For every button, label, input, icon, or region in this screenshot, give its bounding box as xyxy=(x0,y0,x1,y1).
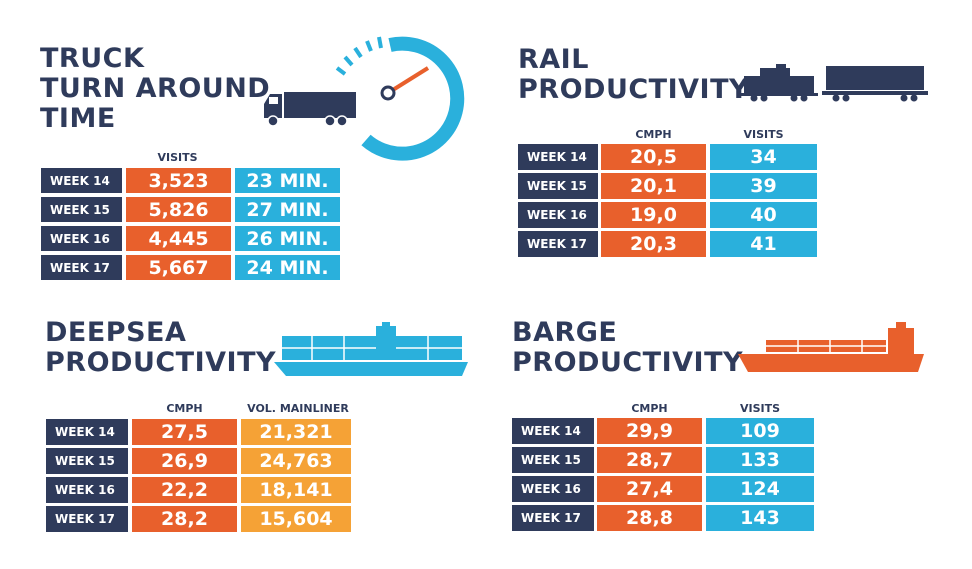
visits-cell: 133 xyxy=(706,447,814,473)
train-icon xyxy=(740,64,928,102)
rail-visits-header: VISITS xyxy=(743,128,784,141)
visits-cell: 5,826 xyxy=(126,197,231,222)
cmph-cell: 20,1 xyxy=(601,173,706,199)
cmph-cell: 28,8 xyxy=(597,505,702,531)
week-label: WEEK 16 xyxy=(512,476,594,502)
barge-icon xyxy=(738,322,924,372)
visits-cell: 3,523 xyxy=(126,168,231,193)
barge-cmph-header: CMPH xyxy=(631,402,668,415)
deepsea-vol-header: VOL. MAINLINER xyxy=(247,402,349,415)
visits-cell: 109 xyxy=(706,418,814,444)
cmph-cell: 19,0 xyxy=(601,202,706,228)
table-row: WEEK 15 28,7 133 xyxy=(512,447,814,473)
cmph-cell: 27,4 xyxy=(597,476,702,502)
truck-icon xyxy=(264,92,356,127)
container-ship-icon xyxy=(274,322,468,376)
week-label: WEEK 14 xyxy=(46,419,128,445)
week-label: WEEK 14 xyxy=(518,144,598,170)
visits-cell: 124 xyxy=(706,476,814,502)
table-row: WEEK 16 27,4 124 xyxy=(512,476,814,502)
visits-cell: 4,445 xyxy=(126,226,231,251)
week-label: WEEK 16 xyxy=(41,226,122,251)
cmph-cell: 20,5 xyxy=(601,144,706,170)
table-row: WEEK 15 20,1 39 xyxy=(518,173,817,199)
cmph-cell: 28,7 xyxy=(597,447,702,473)
visits-cell: 5,667 xyxy=(126,255,231,280)
vol-cell: 18,141 xyxy=(241,477,351,503)
cmph-cell: 27,5 xyxy=(132,419,237,445)
cmph-cell: 29,9 xyxy=(597,418,702,444)
vol-cell: 24,763 xyxy=(241,448,351,474)
time-cell: 24 MIN. xyxy=(235,255,340,280)
vol-cell: 21,321 xyxy=(241,419,351,445)
week-label: WEEK 16 xyxy=(46,477,128,503)
week-label: WEEK 15 xyxy=(41,197,122,222)
cmph-cell: 20,3 xyxy=(601,231,706,257)
time-cell: 26 MIN. xyxy=(235,226,340,251)
table-row: WEEK 17 20,3 41 xyxy=(518,231,817,257)
time-cell: 23 MIN. xyxy=(235,168,340,193)
time-cell: 27 MIN. xyxy=(235,197,340,222)
barge-title: BARGE PRODUCTIVITY xyxy=(512,317,744,378)
week-label: WEEK 16 xyxy=(518,202,598,228)
visits-cell: 40 xyxy=(710,202,817,228)
table-row: WEEK 16 4,445 26 MIN. xyxy=(41,226,340,251)
visits-cell: 41 xyxy=(710,231,817,257)
table-row: WEEK 15 26,9 24,763 xyxy=(46,448,351,474)
table-row: WEEK 14 29,9 109 xyxy=(512,418,814,444)
cmph-cell: 28,2 xyxy=(132,506,237,532)
deepsea-title: DEEPSEA PRODUCTIVITY xyxy=(45,317,277,378)
barge-visits-header: VISITS xyxy=(739,402,781,415)
week-label: WEEK 17 xyxy=(518,231,598,257)
table-row: WEEK 14 3,523 23 MIN. xyxy=(41,168,340,193)
week-label: WEEK 17 xyxy=(512,505,594,531)
table-row: WEEK 14 20,5 34 xyxy=(518,144,817,170)
week-label: WEEK 14 xyxy=(512,418,594,444)
visits-cell: 143 xyxy=(706,505,814,531)
week-label: WEEK 15 xyxy=(46,448,128,474)
week-label: WEEK 14 xyxy=(41,168,122,193)
table-row: WEEK 17 28,2 15,604 xyxy=(46,506,351,532)
truck-visits-header: VISITS xyxy=(157,151,198,164)
cmph-cell: 22,2 xyxy=(132,477,237,503)
week-label: WEEK 17 xyxy=(46,506,128,532)
table-row: WEEK 17 28,8 143 xyxy=(512,505,814,531)
cmph-cell: 26,9 xyxy=(132,448,237,474)
table-row: WEEK 16 22,2 18,141 xyxy=(46,477,351,503)
vol-cell: 15,604 xyxy=(241,506,351,532)
table-row: WEEK 16 19,0 40 xyxy=(518,202,817,228)
week-label: WEEK 15 xyxy=(512,447,594,473)
table-row: WEEK 15 5,826 27 MIN. xyxy=(41,197,340,222)
truck-title: TRUCK TURN AROUND TIME xyxy=(40,43,271,134)
rail-cmph-header: CMPH xyxy=(635,128,672,141)
deepsea-cmph-header: CMPH xyxy=(166,402,203,415)
speedometer-icon xyxy=(335,36,465,161)
visits-cell: 39 xyxy=(710,173,817,199)
week-label: WEEK 17 xyxy=(41,255,122,280)
week-label: WEEK 15 xyxy=(518,173,598,199)
table-row: WEEK 14 27,5 21,321 xyxy=(46,419,351,445)
rail-title: RAIL PRODUCTIVITY xyxy=(518,44,750,105)
table-row: WEEK 17 5,667 24 MIN. xyxy=(41,255,340,280)
visits-cell: 34 xyxy=(710,144,817,170)
